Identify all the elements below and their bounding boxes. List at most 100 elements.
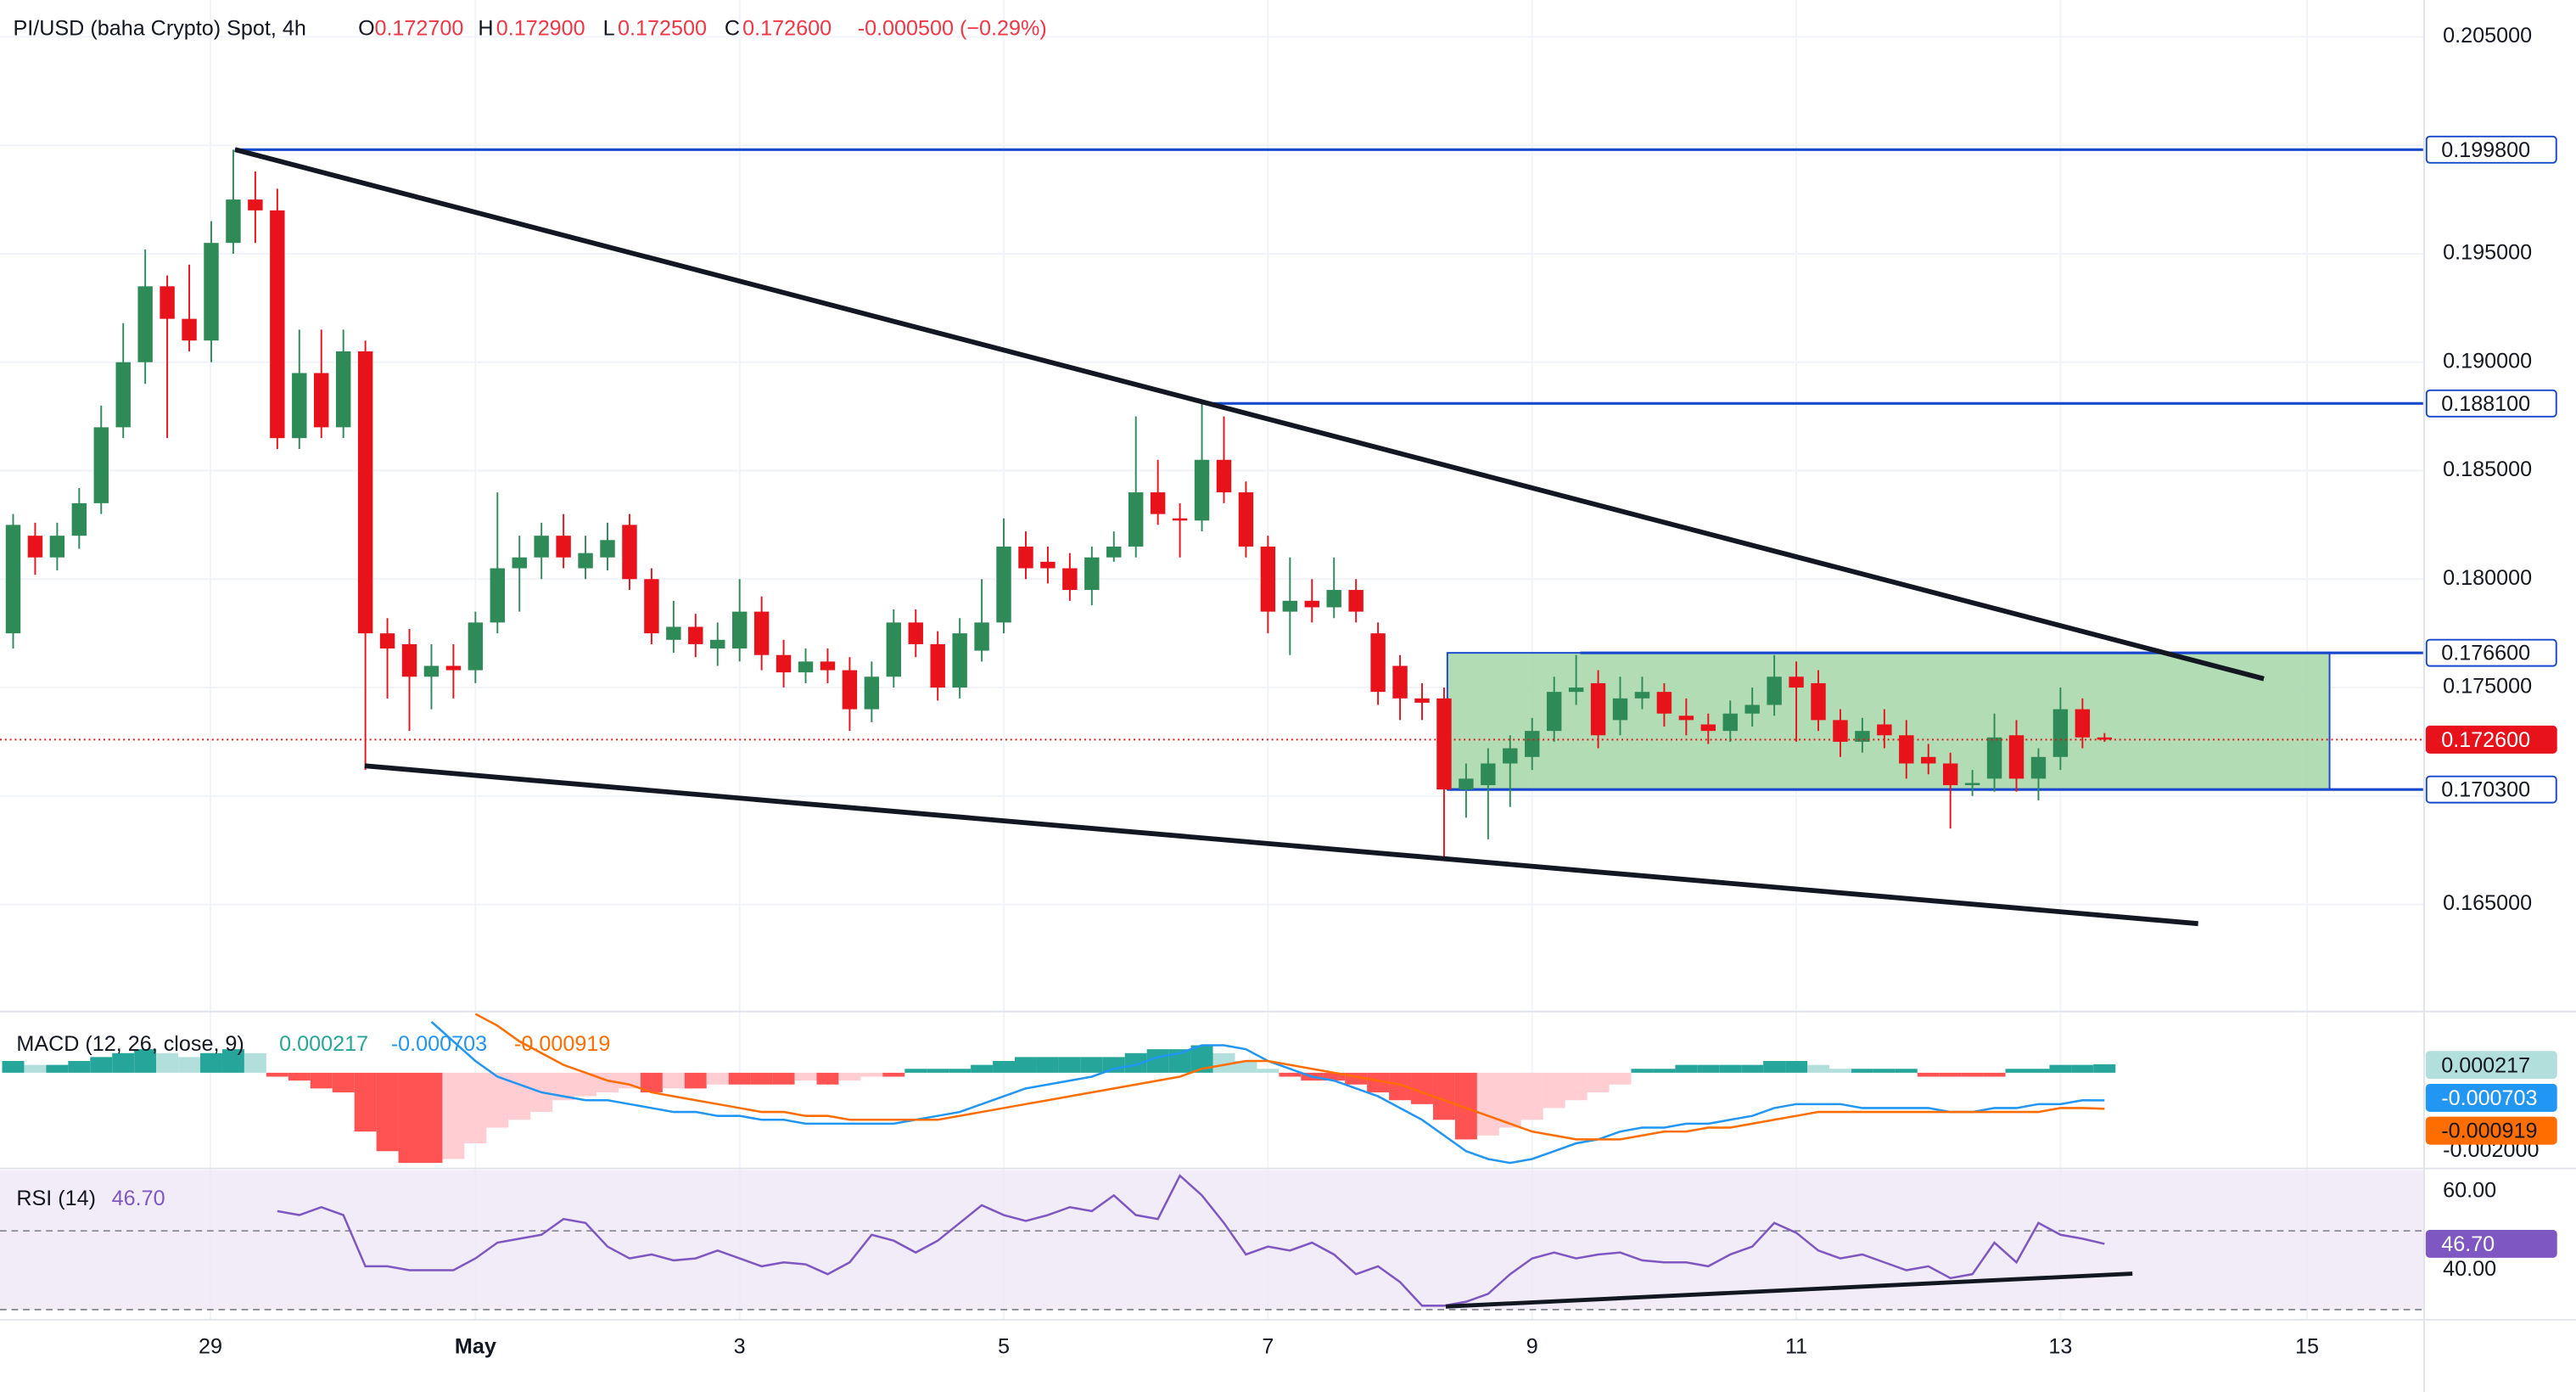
histogram-bar xyxy=(1367,1072,1390,1092)
candle-body xyxy=(930,643,945,688)
price-tag xyxy=(2425,1229,2557,1258)
price-tag xyxy=(2425,775,2557,804)
histogram-bar xyxy=(1653,1069,1676,1073)
price-tag-label: 0.188100 xyxy=(2441,392,2530,416)
candle-body xyxy=(622,525,637,580)
y-tick-label: 0.175000 xyxy=(2443,675,2532,699)
histogram-bar xyxy=(838,1072,861,1081)
histogram-bar xyxy=(1257,1069,1280,1073)
histogram-bar xyxy=(1235,1061,1257,1073)
candle-body xyxy=(1634,692,1650,699)
y-tick-label: 0.195000 xyxy=(2443,241,2532,265)
candle-body xyxy=(1986,737,2002,779)
histogram-bar xyxy=(1807,1064,1829,1073)
candle-body xyxy=(974,622,989,651)
rsi-line xyxy=(277,1174,2105,1307)
histogram-bar xyxy=(1741,1064,1764,1073)
ohlc-value: 0.172700 xyxy=(374,17,463,41)
x-tick-label: 7 xyxy=(1262,1334,1274,1358)
histogram-bar xyxy=(1565,1072,1588,1101)
candle-body xyxy=(401,643,417,677)
x-tick-label: May xyxy=(455,1334,496,1358)
candle-body xyxy=(864,676,880,710)
candle-body xyxy=(204,243,219,341)
histogram-bar xyxy=(1124,1052,1147,1073)
candle-body xyxy=(1282,600,1298,612)
histogram-bar xyxy=(1543,1072,1565,1109)
histogram-bar xyxy=(1146,1049,1169,1073)
histogram-bar xyxy=(1675,1064,1698,1073)
histogram-bar xyxy=(904,1069,927,1073)
candle-body xyxy=(1216,459,1232,493)
macd-title: MACD (12, 26, close, 9) xyxy=(16,1032,244,1056)
histogram-bar xyxy=(1279,1072,1302,1077)
histogram-bar xyxy=(1828,1069,1851,1073)
histogram-bar xyxy=(882,1072,905,1077)
candle-body xyxy=(710,639,725,649)
candle-body xyxy=(1767,676,1782,705)
histogram-bar xyxy=(1785,1061,1808,1073)
candle-body xyxy=(1590,682,1606,736)
candle-body xyxy=(1106,546,1122,558)
histogram-bar xyxy=(1323,1072,1346,1081)
candle-body xyxy=(1414,698,1430,703)
x-tick-label: 3 xyxy=(734,1334,746,1358)
rsi-title: RSI (14) xyxy=(16,1187,96,1210)
candle-body xyxy=(534,536,549,558)
ohlc-value: 0.172500 xyxy=(618,17,707,41)
candle-body xyxy=(1150,492,1166,514)
histogram-bar xyxy=(949,1069,972,1073)
y-tick-label: 0.185000 xyxy=(2443,457,2532,481)
price-tag xyxy=(2425,725,2557,754)
drawings xyxy=(234,147,2265,927)
histogram-bar xyxy=(794,1072,817,1081)
candle-body xyxy=(115,362,131,428)
histogram-bar xyxy=(2093,1064,2116,1073)
candle-body xyxy=(160,286,175,319)
histogram-bar xyxy=(332,1072,355,1092)
candle-body xyxy=(1040,561,1056,569)
x-tick-label: 9 xyxy=(1526,1334,1538,1358)
histogram-bar xyxy=(706,1072,729,1085)
candle-body xyxy=(1964,783,1980,786)
ohlc-value: 0.172900 xyxy=(496,17,585,41)
y-tick-label: 0.180000 xyxy=(2443,566,2532,590)
candle-body xyxy=(270,210,285,439)
y-tick-label: 0.165000 xyxy=(2443,891,2532,915)
candle-body xyxy=(1700,724,1716,732)
histogram-bar xyxy=(376,1072,399,1152)
candle-body xyxy=(71,502,87,536)
candle-body xyxy=(776,654,792,673)
candle-body xyxy=(27,536,43,558)
histogram-bar xyxy=(1498,1072,1521,1128)
header: PI/USD (baha Crypto) Spot, 4h O 0.172700… xyxy=(13,17,1046,1211)
candle-body xyxy=(2075,709,2091,738)
candle-body xyxy=(2097,737,2113,740)
candle-body xyxy=(49,536,65,558)
histogram-bar xyxy=(2071,1064,2094,1073)
x-tick-label: 29 xyxy=(199,1334,222,1358)
histogram-bar xyxy=(354,1072,377,1132)
histogram-bar xyxy=(2049,1064,2072,1073)
candle-body xyxy=(820,661,836,671)
candle-body xyxy=(1833,720,1848,742)
histogram-bar xyxy=(1895,1069,1918,1073)
candle-body xyxy=(1744,704,1760,714)
histogram-bar xyxy=(1080,1057,1103,1073)
histogram-bar xyxy=(134,1049,157,1073)
candle-body xyxy=(688,626,703,644)
histogram-bar xyxy=(1851,1069,1873,1073)
candle-body xyxy=(798,661,814,673)
candle-body xyxy=(666,626,681,640)
price-tag xyxy=(2425,638,2557,667)
candle-body xyxy=(1811,682,1826,721)
candle-body xyxy=(1260,546,1276,612)
histogram-bar xyxy=(728,1072,751,1085)
price-tag-label: 46.70 xyxy=(2441,1232,2495,1256)
candle-body xyxy=(1018,546,1033,569)
candle-body xyxy=(2030,756,2047,779)
candle-body xyxy=(644,579,659,634)
candle-body xyxy=(5,525,21,634)
candle-body xyxy=(1459,778,1474,790)
